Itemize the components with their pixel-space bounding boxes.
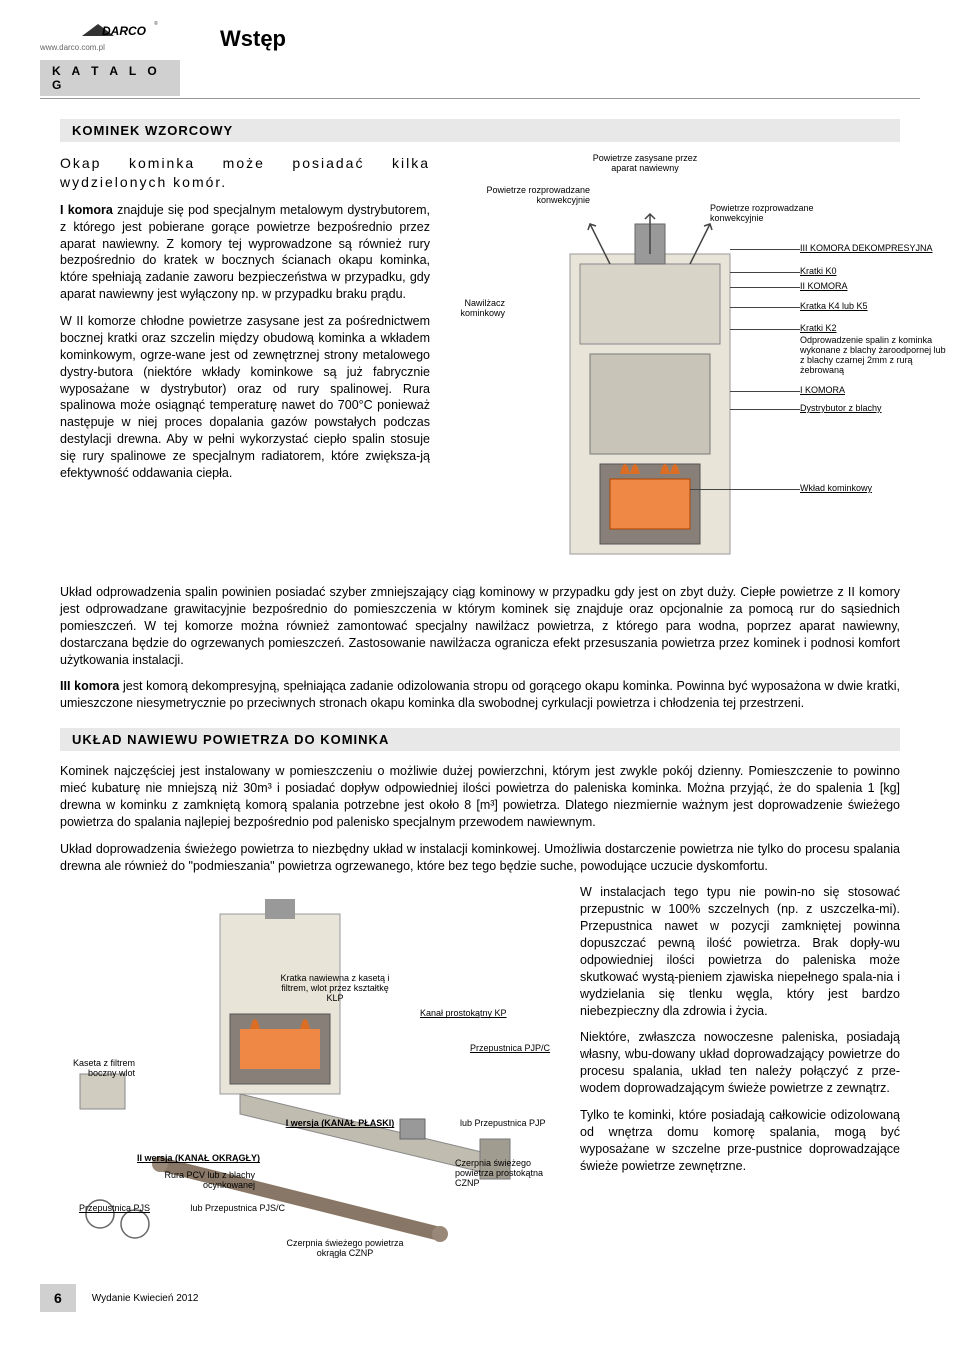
svg-text:®: ® (154, 20, 158, 27)
section-heading-kominek: KOMINEK WZORCOWY (60, 119, 900, 142)
page-number: 6 (40, 1284, 76, 1312)
diagram-label: III KOMORA DEKOMPRESYJNA (800, 244, 950, 254)
p1-body: znajduje się pod specjalnym metalowym dy… (60, 203, 430, 301)
intro-text: Okap kominka może posiadać kilka wydziel… (60, 154, 430, 192)
diagram-label: Kratka nawiewna z kasetą i filtrem, wlot… (280, 974, 390, 1004)
diagram-label: lub Przepustnica PJP (460, 1119, 570, 1129)
diagram-label: Kratka K4 lub K5 (800, 302, 950, 312)
diagram-label: Kratki K0 (800, 267, 950, 277)
body-paragraph: Układ odprowadzenia spalin powinien posi… (60, 584, 900, 668)
logo-text: DARCO ® (40, 20, 160, 43)
diagram-label: I wersja (KANAŁ PŁASKI) (280, 1119, 400, 1129)
diagram-label: Powietrze rozprowadzane konwekcyjnie (450, 186, 590, 206)
section-heading-uklad: UKŁAD NAWIEWU POWIETRZA DO KOMINKA (60, 728, 900, 751)
diagram-label: I KOMORA (800, 386, 950, 396)
p4-body: jest komorą dekompresyjną, spełniająca z… (60, 679, 900, 710)
diagram-label: Przepustnica PJS (60, 1204, 150, 1214)
diagram-label: lub Przepustnica PJS/C (155, 1204, 285, 1214)
body-paragraph: Kominek najczęściej jest instalowany w p… (60, 763, 900, 831)
diagram-label: Kanał prostokątny KP (420, 1009, 530, 1019)
air-intake-diagram: Kratka nawiewna z kasetą i filtrem, wlot… (60, 884, 560, 1264)
page-footer: 6 Wydanie Kwiecień 2012 (40, 1284, 920, 1312)
diagram-label: Kaseta z filtrem boczny wlot (60, 1059, 135, 1079)
body-paragraph: W instalacjach tego typu nie powin-no si… (580, 884, 900, 1019)
page-title: Wstęp (220, 26, 286, 52)
diagram-label: Wkład kominkowy (800, 484, 950, 494)
logo-area: DARCO ® www.darco.com.pl (40, 20, 160, 52)
body-paragraph: Układ doprowadzenia świeżego powietrza t… (60, 841, 900, 875)
header-divider (40, 98, 920, 99)
diagram-label: Przepustnica PJP/C (470, 1044, 570, 1054)
body-paragraph: Tylko te kominki, które posiadają całkow… (580, 1107, 900, 1175)
diagram-label: Powietrze zasysane przez aparat nawiewny (580, 154, 710, 174)
svg-text:DARCO: DARCO (102, 24, 147, 38)
diagram-label: Kratki K2 (800, 324, 950, 334)
diagram-label: Powietrze rozprowadzane konwekcyjnie (710, 204, 860, 224)
body-paragraph: W II komorze chłodne powietrze zasysane … (60, 313, 430, 482)
diagram-label: Czerpnia świeżego powietrza okrągła CZNP (285, 1239, 405, 1259)
diagram-label: II KOMORA (800, 282, 950, 292)
body-paragraph: Niektóre, zwłaszcza nowoczesne paleniska… (580, 1029, 900, 1097)
logo-icon: DARCO ® (80, 20, 160, 40)
diagram-label: II wersja (KANAŁ OKRĄGŁY) (120, 1154, 260, 1164)
fireplace-svg (510, 194, 790, 574)
edition-text: Wydanie Kwiecień 2012 (92, 1293, 199, 1304)
diagram-label: Dystrybutor z blachy (800, 404, 950, 414)
diagram-label: Nawilżacz kominkowy (450, 299, 505, 319)
body-paragraph: I komora znajduje się pod specjalnym met… (60, 202, 430, 303)
katalog-label: K A T A L O G (40, 60, 180, 96)
fireplace-diagram: Powietrze zasysane przez aparat nawiewny… (450, 154, 900, 584)
body-paragraph: III komora jest komorą dekompresyjną, sp… (60, 678, 900, 712)
logo-url: www.darco.com.pl (40, 43, 160, 52)
diagram-label: Odprowadzenie spalin z kominka wykonane … (800, 336, 950, 376)
diagram-label: Rura PCV lub z blachy ocynkowanej (135, 1171, 255, 1191)
diagram-label: Czerpnia świeżego powietrza prostokątna … (455, 1159, 565, 1189)
